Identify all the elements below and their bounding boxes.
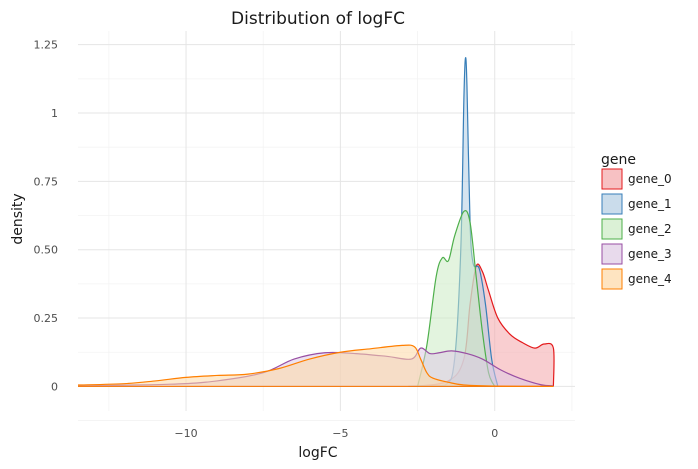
y-tick-label: 1.25 [34, 39, 59, 52]
y-axis-ticks: 0 0.25 0.50 0.75 1 1.25 [34, 39, 59, 394]
legend-swatch-gene_2 [601, 218, 623, 240]
legend-title: gene [601, 152, 636, 168]
legend-swatch-gene_1 [601, 193, 623, 215]
y-axis-title: density [10, 193, 26, 244]
y-tick-label: 1 [51, 107, 58, 120]
legend-label-gene_4: gene_4 [628, 272, 672, 286]
legend-swatch-gene_3 [601, 243, 623, 265]
y-tick-label: 0 [51, 380, 58, 393]
y-tick-label: 0.50 [34, 244, 59, 257]
density-area-gene_4 [78, 345, 554, 387]
density-area-gene_2 [417, 210, 495, 387]
legend-swatch-gene_0 [601, 168, 623, 190]
density-series [77, 57, 555, 387]
density-line-gene_2 [416, 210, 496, 387]
y-tick-label: 0.25 [34, 312, 59, 325]
y-tick-label: 0.75 [34, 175, 59, 188]
x-axis-title: logFC [298, 445, 337, 461]
legend-label-gene_1: gene_1 [628, 197, 672, 211]
legend: gene gene_0 gene_1 gene_2 gene_3 gene_4 [601, 152, 672, 290]
x-tick-label: −5 [332, 427, 348, 440]
x-axis-ticks: −10 −5 0 [174, 427, 498, 440]
legend-label-gene_2: gene_2 [628, 222, 672, 236]
legend-label-gene_3: gene_3 [628, 247, 672, 261]
chart-title: Distribution of logFC [231, 9, 405, 29]
legend-swatch-gene_4 [601, 268, 623, 290]
density-line-gene_4 [77, 344, 554, 387]
x-tick-label: 0 [491, 427, 498, 440]
x-tick-label: −10 [174, 427, 197, 440]
legend-label-gene_0: gene_0 [628, 172, 672, 186]
